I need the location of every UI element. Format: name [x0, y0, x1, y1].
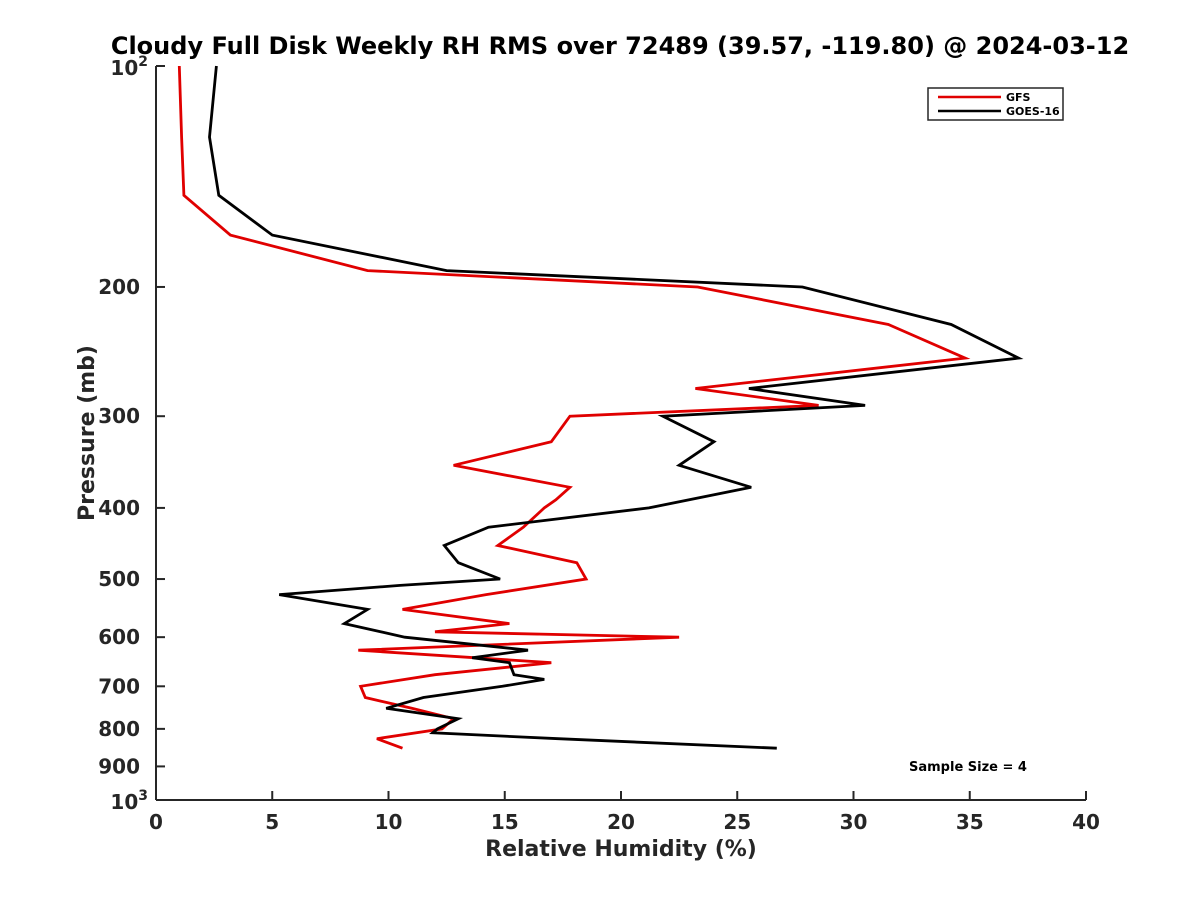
chart-title: Cloudy Full Disk Weekly RH RMS over 7248… [111, 32, 1129, 60]
x-tick-label: 10 [375, 810, 403, 834]
x-tick-label: 30 [840, 810, 868, 834]
x-tick-label: 40 [1072, 810, 1100, 834]
y-tick-label: 200 [98, 275, 140, 299]
y-tick-label: 800 [98, 717, 140, 741]
x-axis-label: Relative Humidity (%) [485, 837, 757, 862]
x-tick-label: 5 [265, 810, 279, 834]
sample-size-annotation: Sample Size = 4 [909, 760, 1027, 775]
series-lines [177, 65, 1024, 750]
legend-box [927, 87, 1064, 121]
plot-area: 0 5 10 15 20 25 30 35 40 102 200 300 400 500 600 700 80… [98, 54, 1100, 834]
x-tick-label: 0 [149, 810, 163, 834]
y-ticks: 102 200 300 400 500 600 700 800 900 103 [98, 54, 165, 814]
series-line-gfs [177, 65, 971, 750]
x-ticks: 0 5 10 15 20 25 30 35 40 [149, 791, 1100, 834]
y-tick-label: 500 [98, 567, 140, 591]
series-line-goes-16 [208, 65, 1024, 750]
y-tick-label: 103 [110, 788, 148, 814]
x-tick-label: 25 [723, 810, 751, 834]
y-axis-label: Pressure (mb) [75, 345, 100, 521]
y-tick-label: 900 [98, 754, 140, 778]
y-tick-label: 600 [98, 625, 140, 649]
legend-label-gfs: GFS [1006, 91, 1031, 104]
y-tick-label: 400 [98, 496, 140, 520]
y-tick-label: 700 [98, 674, 140, 698]
y-tick-label: 102 [110, 54, 148, 80]
plot-background [156, 66, 1086, 800]
x-tick-label: 15 [491, 810, 519, 834]
legend-label-goes-16: GOES-16 [1006, 105, 1060, 118]
x-tick-label: 35 [956, 810, 984, 834]
legend: GFS GOES-16 [927, 87, 1064, 121]
y-tick-label: 300 [98, 404, 140, 428]
x-tick-label: 20 [607, 810, 635, 834]
